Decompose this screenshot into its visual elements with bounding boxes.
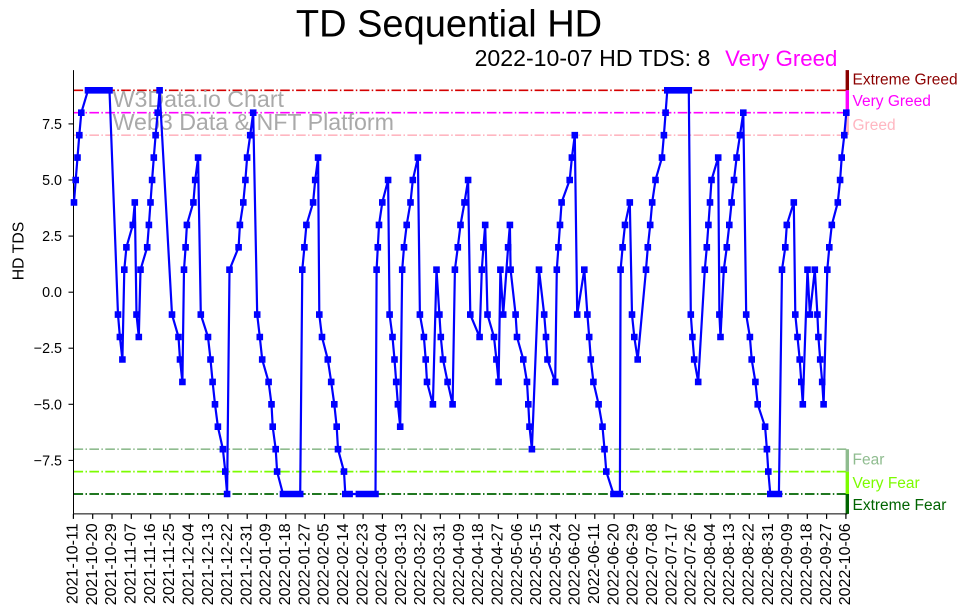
svg-text:2022-02-14: 2022-02-14 [335,523,352,605]
svg-text:2022-04-18: 2022-04-18 [470,523,487,605]
svg-text:5.0: 5.0 [42,173,62,189]
svg-text:2022-04-09: 2022-04-09 [451,523,468,605]
svg-text:2022-01-18: 2022-01-18 [277,523,294,605]
svg-text:Fear: Fear [853,452,885,469]
svg-text:2022-03-22: 2022-03-22 [412,523,429,605]
svg-text:Very Greed: Very Greed [725,46,837,71]
svg-text:2022-09-27: 2022-09-27 [818,523,835,605]
svg-text:Extreme Greed: Extreme Greed [853,71,958,88]
svg-text:TD Sequential HD: TD Sequential HD [296,4,602,46]
svg-text:2022-08-31: 2022-08-31 [760,523,777,605]
svg-text:2021-11-07: 2021-11-07 [123,523,140,604]
svg-text:2022-05-24: 2022-05-24 [547,523,564,605]
svg-text:Greed: Greed [853,117,896,134]
svg-text:2022-06-29: 2022-06-29 [625,523,642,605]
svg-text:2022-08-22: 2022-08-22 [741,523,758,605]
svg-text:2021-12-22: 2021-12-22 [219,523,236,605]
svg-text:2022-02-05: 2022-02-05 [316,523,333,605]
svg-text:2022-01-09: 2022-01-09 [258,523,275,605]
svg-text:2022-06-11: 2022-06-11 [586,523,603,604]
svg-text:−2.5: −2.5 [34,341,62,357]
svg-text:2.5: 2.5 [42,229,62,245]
svg-text:Very Greed: Very Greed [853,93,931,110]
svg-text:2021-12-04: 2021-12-04 [181,523,198,605]
svg-text:2022-08-13: 2022-08-13 [721,523,738,605]
svg-text:2021-10-29: 2021-10-29 [103,523,120,605]
svg-text:HD TDS: HD TDS [11,222,28,281]
svg-text:2022-05-15: 2022-05-15 [528,523,545,605]
svg-text:2021-12-31: 2021-12-31 [238,523,255,605]
svg-text:2022-10-07 HD TDS: 8: 2022-10-07 HD TDS: 8 [475,45,711,71]
svg-text:−7.5: −7.5 [34,453,62,469]
svg-text:2022-05-06: 2022-05-06 [509,523,526,605]
svg-text:7.5: 7.5 [42,117,62,133]
svg-text:2022-01-27: 2022-01-27 [296,523,313,605]
svg-text:2022-07-08: 2022-07-08 [644,523,661,605]
svg-text:W3Data.io Chart: W3Data.io Chart [113,86,285,112]
svg-text:2021-11-16: 2021-11-16 [142,523,159,604]
svg-text:−5.0: −5.0 [34,397,62,413]
svg-text:2022-10-06: 2022-10-06 [837,523,854,605]
svg-text:2022-09-18: 2022-09-18 [799,523,816,605]
svg-text:2022-06-20: 2022-06-20 [605,523,622,605]
svg-text:0.0: 0.0 [42,285,62,301]
svg-text:Very Fear: Very Fear [853,475,920,492]
svg-text:2022-03-04: 2022-03-04 [374,523,391,605]
svg-text:2021-10-20: 2021-10-20 [84,523,101,605]
svg-text:2021-10-11: 2021-10-11 [65,523,82,604]
svg-text:2022-08-04: 2022-08-04 [702,523,719,605]
svg-text:2022-07-26: 2022-07-26 [683,523,700,605]
svg-text:2022-07-17: 2022-07-17 [663,523,680,605]
svg-text:2022-06-02: 2022-06-02 [567,523,584,605]
svg-text:2022-09-09: 2022-09-09 [779,523,796,605]
svg-text:2022-02-23: 2022-02-23 [354,523,371,605]
svg-text:2022-04-27: 2022-04-27 [490,523,507,605]
svg-text:2021-12-13: 2021-12-13 [200,523,217,605]
svg-text:2021-11-25: 2021-11-25 [161,523,178,604]
svg-text:Extreme Fear: Extreme Fear [853,497,947,514]
svg-text:2022-03-31: 2022-03-31 [432,523,449,605]
svg-text:2022-03-13: 2022-03-13 [393,523,410,605]
